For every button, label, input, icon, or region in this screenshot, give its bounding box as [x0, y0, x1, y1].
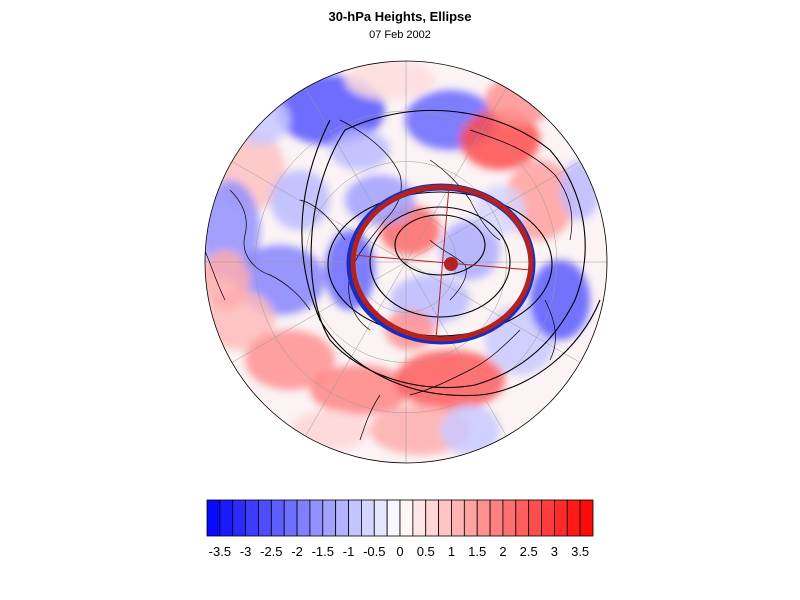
coastlines	[205, 119, 573, 441]
colorbar-box	[386, 499, 401, 537]
vortex-ellipse	[346, 183, 536, 345]
map-border	[204, 60, 608, 464]
height-contour	[310, 109, 586, 389]
colorbar-tick-label: 2.5	[520, 544, 538, 559]
colorbar-tick-label: -3	[240, 544, 252, 559]
meridian	[405, 87, 507, 263]
colorbar-box	[373, 499, 388, 537]
colorbar-box	[245, 499, 259, 537]
meridian	[405, 261, 507, 437]
coastline-segment	[205, 239, 226, 301]
anomaly-blob	[310, 365, 410, 415]
meridian	[405, 161, 581, 263]
colorbar-box	[515, 499, 530, 537]
colorbar-box	[206, 499, 221, 537]
colorbar-tick-label: 3.5	[571, 544, 589, 559]
anomaly-blob	[330, 130, 390, 170]
height-contour	[369, 206, 511, 318]
map-date: 07 Feb 2002	[369, 29, 431, 41]
meridian	[231, 261, 407, 363]
colorbar-box	[541, 499, 555, 537]
colorbar-box	[283, 499, 298, 537]
coastline-segment	[409, 329, 521, 396]
colorbar-box	[270, 499, 285, 537]
colorbar-tick-label: 3	[551, 544, 558, 559]
coastline-segment	[429, 159, 501, 241]
ellipse-outline	[350, 184, 534, 342]
colorbar-box	[528, 499, 542, 537]
colorbar-box	[348, 499, 362, 537]
colorbar-box	[451, 499, 465, 537]
colorbar-tick-label: -0.5	[363, 544, 385, 559]
colorbar-box	[425, 499, 440, 537]
colorbar-boxes	[206, 499, 594, 537]
graticule	[205, 61, 607, 463]
colorbar-box	[502, 499, 517, 537]
anomaly-blob	[345, 61, 435, 100]
coastline-segment	[544, 299, 556, 361]
coastline-segment	[299, 199, 346, 241]
colorbar-tick-label: 0.5	[417, 544, 435, 559]
colorbar-box	[219, 499, 234, 537]
ellipse-minor-axis	[435, 186, 450, 340]
colorbar-tick-label: -1.5	[312, 544, 334, 559]
meridian	[231, 161, 407, 263]
ellipse-major-axis	[351, 254, 532, 271]
height-contour	[394, 214, 486, 276]
anomaly-blob	[205, 250, 250, 310]
colorbar-box	[360, 499, 375, 537]
ellipse-center-marker	[444, 257, 458, 271]
meridian	[305, 87, 407, 263]
colorbar-box	[232, 499, 247, 537]
coastline-segment	[339, 119, 402, 331]
colorbar-box	[309, 499, 324, 537]
colorbar-labels: -3.5 -3 -2.5 -2 -1.5 -1 -0.5 0 0.5 1 1.5 2 2.5 3 3.5	[209, 544, 590, 559]
coastline-segment	[229, 189, 311, 311]
colorbar-box	[489, 499, 504, 537]
meridian	[305, 261, 407, 437]
colorbar-box	[412, 499, 427, 537]
colorbar-box	[579, 499, 594, 537]
colorbar-box	[258, 499, 272, 537]
coastline-segment	[469, 129, 573, 241]
anomaly-blob	[440, 405, 500, 455]
anomaly-blob	[245, 330, 335, 390]
meridian	[405, 261, 581, 363]
colorbar-box	[438, 499, 452, 537]
colorbar-box	[476, 499, 491, 537]
colorbar-tick-label: -2	[291, 544, 303, 559]
colorbar-tick-label: 2	[499, 544, 506, 559]
colorbar-box	[296, 499, 311, 537]
height-contours	[301, 109, 601, 397]
height-contour	[327, 191, 553, 337]
colorbar-box	[322, 499, 337, 537]
colorbar-box	[554, 499, 568, 537]
coastline-segment	[359, 394, 381, 441]
colorbar-tick-label: 1.5	[468, 544, 486, 559]
map-title: 30-hPa Heights, Ellipse	[328, 9, 472, 24]
coastline-segment	[429, 239, 467, 301]
colorbar-tick-label: -1	[343, 544, 355, 559]
colorbar-box	[463, 499, 478, 537]
colorbar-box	[335, 499, 349, 537]
colorbar-tick-label: 1	[448, 544, 455, 559]
colorbar-tick-label: 0	[396, 544, 403, 559]
colorbar-tick-label: -2.5	[260, 544, 282, 559]
colorbar-box	[399, 499, 414, 537]
colorbar-box	[566, 499, 581, 537]
height-contour	[301, 119, 601, 397]
colorbar-tick-label: -3.5	[209, 544, 231, 559]
